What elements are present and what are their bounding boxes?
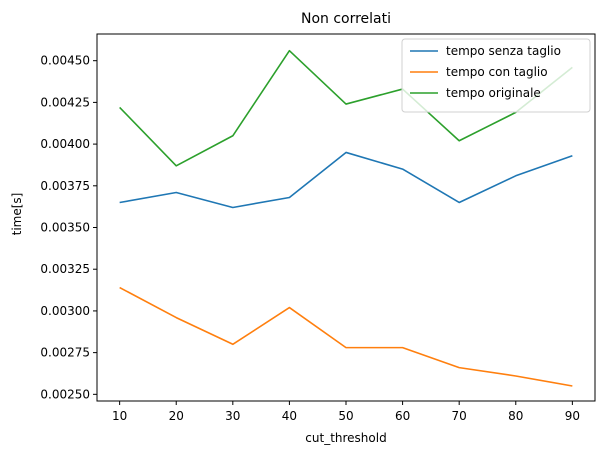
y-tick-label: 0.00375 (40, 179, 90, 193)
x-tick-label: 60 (395, 409, 410, 423)
series-line-1 (119, 286, 573, 387)
y-tick-label: 0.00250 (40, 387, 90, 401)
chart-title: Non correlati (301, 11, 391, 27)
x-tick-label: 70 (452, 409, 467, 423)
legend-label: tempo originale (446, 86, 541, 100)
x-tick-label: 20 (169, 409, 184, 423)
x-tick-label: 40 (282, 409, 297, 423)
x-axis: 10 20 30 40 50 60 70 80 90 (112, 401, 580, 423)
y-tick-label: 0.00325 (40, 262, 90, 276)
x-tick-label: 50 (338, 409, 353, 423)
x-tick-label: 30 (225, 409, 240, 423)
y-tick-label: 0.00400 (40, 137, 90, 151)
legend: tempo senza taglio tempo con taglio tempo … (401, 38, 591, 113)
series-line-2 (119, 49, 573, 167)
y-tick-label: 0.00425 (40, 95, 90, 109)
legend-box (401, 38, 591, 113)
x-tick-label: 90 (565, 409, 580, 423)
y-tick-label: 0.00350 (40, 221, 90, 235)
y-axis: 0.00250 0.00275 0.00300 0.00325 0.00350 0.003… (40, 54, 97, 401)
y-axis-label: time[s] (10, 193, 24, 236)
x-tick-label: 10 (112, 409, 127, 423)
x-tick-label: 80 (508, 409, 523, 423)
y-tick-label: 0.00300 (40, 304, 90, 318)
legend-label: tempo senza taglio (446, 44, 561, 58)
y-tick-label: 0.00275 (40, 346, 90, 360)
x-axis-label: cut_threshold (305, 431, 386, 445)
series-line-0 (119, 151, 573, 209)
y-tick-label: 0.00450 (40, 54, 90, 68)
legend-label: tempo con taglio (446, 65, 548, 79)
